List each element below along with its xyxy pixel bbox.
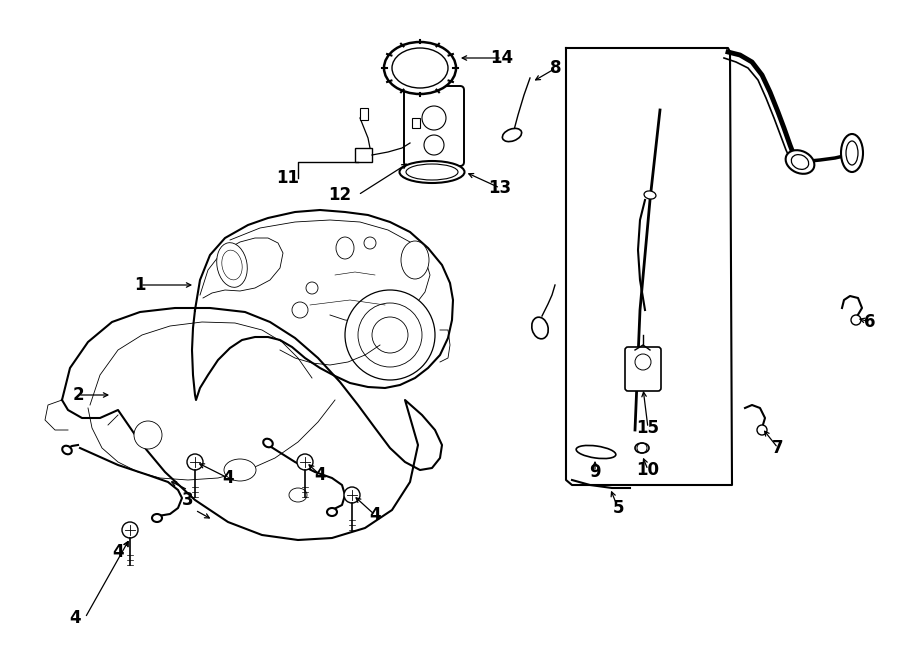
Ellipse shape (152, 514, 162, 522)
Circle shape (345, 290, 435, 380)
Text: 4: 4 (369, 506, 381, 524)
Text: 4: 4 (222, 469, 234, 487)
Text: 4: 4 (314, 466, 326, 484)
Polygon shape (192, 210, 453, 400)
Ellipse shape (502, 128, 522, 141)
Text: 1: 1 (134, 276, 146, 294)
Ellipse shape (224, 459, 256, 481)
Text: 10: 10 (636, 461, 660, 479)
Circle shape (364, 237, 376, 249)
Circle shape (292, 302, 308, 318)
Polygon shape (355, 148, 372, 162)
Circle shape (757, 425, 767, 435)
Ellipse shape (263, 439, 273, 447)
Text: 3: 3 (182, 491, 194, 509)
Text: 11: 11 (276, 169, 300, 187)
Text: 2: 2 (72, 386, 84, 404)
Text: 4: 4 (69, 609, 81, 627)
Polygon shape (360, 108, 368, 120)
Ellipse shape (576, 446, 616, 459)
Ellipse shape (841, 134, 863, 172)
Ellipse shape (532, 317, 548, 339)
Ellipse shape (289, 488, 307, 502)
Polygon shape (412, 118, 420, 128)
Circle shape (187, 454, 203, 470)
Circle shape (134, 421, 162, 449)
Circle shape (297, 454, 313, 470)
Text: 6: 6 (864, 313, 876, 331)
Ellipse shape (400, 161, 464, 183)
Text: 15: 15 (636, 419, 660, 437)
Ellipse shape (644, 191, 656, 199)
Ellipse shape (384, 42, 456, 94)
Circle shape (306, 282, 318, 294)
FancyBboxPatch shape (625, 347, 661, 391)
Text: 9: 9 (590, 463, 601, 481)
Text: 13: 13 (489, 179, 511, 197)
Ellipse shape (217, 243, 248, 288)
Text: 8: 8 (550, 59, 562, 77)
Ellipse shape (401, 241, 429, 279)
Circle shape (344, 487, 360, 503)
Polygon shape (566, 48, 732, 485)
Ellipse shape (786, 150, 815, 174)
Text: 4: 4 (112, 543, 124, 561)
Polygon shape (62, 308, 442, 540)
Ellipse shape (635, 443, 649, 453)
Text: 14: 14 (491, 49, 514, 67)
Text: 12: 12 (328, 186, 352, 204)
Ellipse shape (406, 164, 458, 180)
Text: 5: 5 (612, 499, 624, 517)
Ellipse shape (327, 508, 337, 516)
Circle shape (122, 522, 138, 538)
FancyBboxPatch shape (404, 86, 464, 166)
Ellipse shape (392, 48, 448, 88)
Ellipse shape (62, 446, 72, 454)
Text: 7: 7 (772, 439, 784, 457)
Circle shape (851, 315, 861, 325)
